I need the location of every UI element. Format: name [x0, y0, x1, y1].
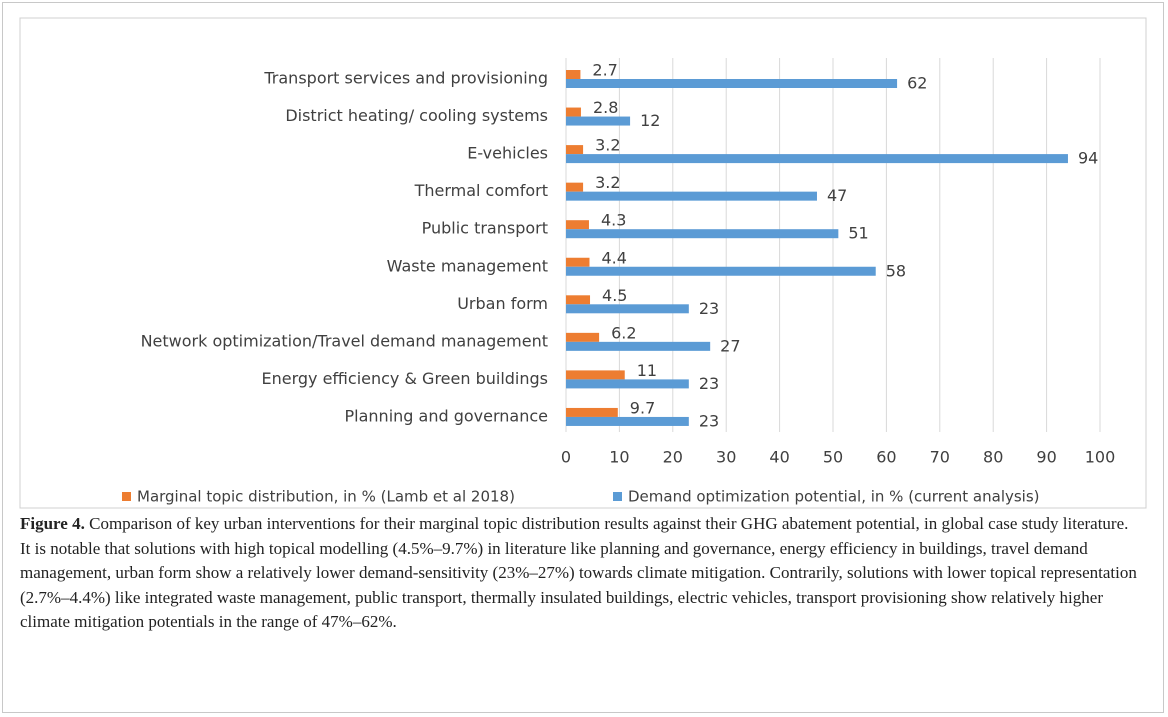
value-label: 23 [699, 374, 719, 393]
category-label: Network optimization/Travel demand manag… [141, 331, 548, 350]
bar [566, 116, 631, 126]
bar [566, 107, 581, 117]
x-tick-label: 0 [561, 448, 571, 467]
category-label: Thermal comfort [414, 181, 548, 200]
legend-swatch [122, 492, 131, 501]
bar [566, 229, 839, 239]
bar [566, 304, 689, 314]
value-label: 6.2 [611, 323, 636, 342]
value-label: 4.3 [601, 211, 626, 230]
bar [566, 341, 711, 351]
value-label: 2.8 [593, 98, 618, 117]
x-tick-label: 30 [716, 448, 736, 467]
bar [566, 266, 876, 276]
bar [566, 145, 584, 155]
category-label: Urban form [457, 294, 548, 313]
category-label: Public transport [422, 219, 548, 238]
x-tick-label: 10 [609, 448, 629, 467]
value-label: 23 [699, 299, 719, 318]
value-label: 3.2 [595, 173, 620, 192]
value-label: 4.4 [601, 248, 626, 267]
bar [566, 295, 591, 305]
value-label: 47 [827, 186, 847, 205]
chart: 0 10 20 30 40 50 60 70 80 90 100 Transport services… [19, 17, 1147, 509]
x-tick-label: 80 [983, 448, 1003, 467]
bar [566, 332, 600, 342]
x-tick-label: 50 [823, 448, 843, 467]
bar [566, 70, 581, 79]
category-label: Transport services and provisioning [263, 69, 548, 88]
bar [566, 220, 589, 230]
bar [566, 257, 590, 267]
value-label: 11 [637, 361, 657, 380]
legend-label: Marginal topic distribution, in % (Lamb … [137, 488, 515, 506]
category-label: Waste management [387, 256, 548, 275]
category-label: E-vehicles [467, 144, 548, 163]
x-tick-label: 70 [930, 448, 950, 467]
legend-label: Demand optimization potential, in % (cur… [628, 488, 1040, 506]
value-label: 3.2 [595, 136, 620, 155]
value-label: 51 [848, 224, 868, 243]
bar [566, 79, 898, 88]
caption-text: Comparison of key urban interventions fo… [20, 514, 1137, 631]
x-tick-label: 90 [1036, 448, 1056, 467]
bar [566, 379, 689, 389]
bar [566, 407, 618, 417]
value-label: 62 [907, 74, 927, 93]
value-label: 23 [699, 411, 719, 430]
caption-label: Figure 4. [20, 514, 85, 533]
value-label: 94 [1078, 149, 1098, 168]
category-label: District heating/ cooling systems [285, 106, 548, 125]
figure-caption: Figure 4. Comparison of key urban interv… [20, 512, 1140, 635]
value-label: 27 [720, 336, 740, 355]
bar [566, 416, 689, 426]
bar [566, 191, 817, 201]
category-label: Energy efficiency & Green buildings [261, 369, 548, 388]
x-tick-label: 40 [769, 448, 789, 467]
value-label: 2.7 [592, 61, 617, 80]
chart-border [19, 17, 1147, 509]
bar [566, 182, 584, 192]
value-label: 9.7 [630, 398, 655, 417]
bar [566, 370, 625, 380]
bar [566, 154, 1068, 164]
value-label: 58 [886, 261, 906, 280]
x-tick-label: 60 [876, 448, 896, 467]
x-tick-label: 20 [663, 448, 683, 467]
value-label: 4.5 [602, 286, 627, 305]
x-tick-label: 100 [1085, 448, 1116, 467]
legend-swatch [613, 492, 622, 501]
value-label: 12 [640, 111, 660, 130]
category-label: Planning and governance [345, 406, 548, 425]
